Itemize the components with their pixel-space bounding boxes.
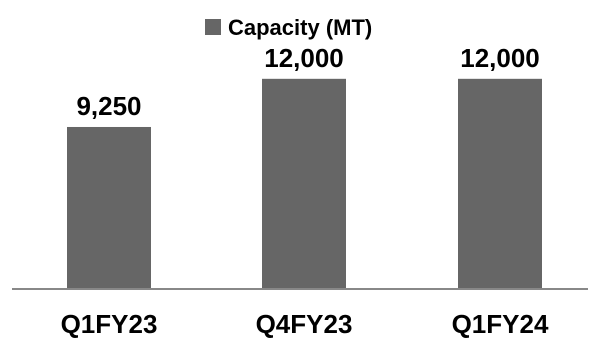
x-tick-labels-group: Q1FY23 Q4FY23 Q1FY24 [61,309,549,339]
bar-q1fy23 [67,126,151,289]
legend-swatch [205,19,221,35]
legend-label: Capacity (MT) [228,15,372,40]
data-label-q1fy23: 9,250 [76,91,141,121]
data-labels-group: 9,250 12,000 12,000 [76,43,539,121]
bars-group [67,78,542,290]
data-label-q4fy23: 12,000 [264,43,344,73]
x-tick-label-q1fy24: Q1FY24 [452,309,549,339]
legend: Capacity (MT) [205,15,372,40]
x-tick-label-q4fy23: Q4FY23 [256,309,353,339]
data-label-q1fy24: 12,000 [460,43,540,73]
x-tick-label-q1fy23: Q1FY23 [61,309,158,339]
bar-q4fy23 [262,78,346,290]
bar-q1fy24 [458,78,542,290]
